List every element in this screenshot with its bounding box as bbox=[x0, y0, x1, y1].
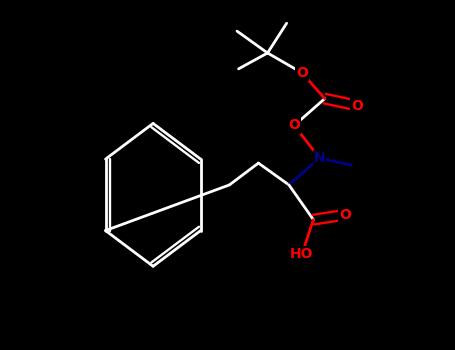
Text: N: N bbox=[313, 151, 325, 165]
Text: O: O bbox=[339, 208, 351, 222]
Text: HO: HO bbox=[290, 247, 313, 261]
Text: O: O bbox=[296, 66, 308, 80]
Text: O: O bbox=[351, 99, 363, 113]
Text: O: O bbox=[288, 118, 300, 132]
